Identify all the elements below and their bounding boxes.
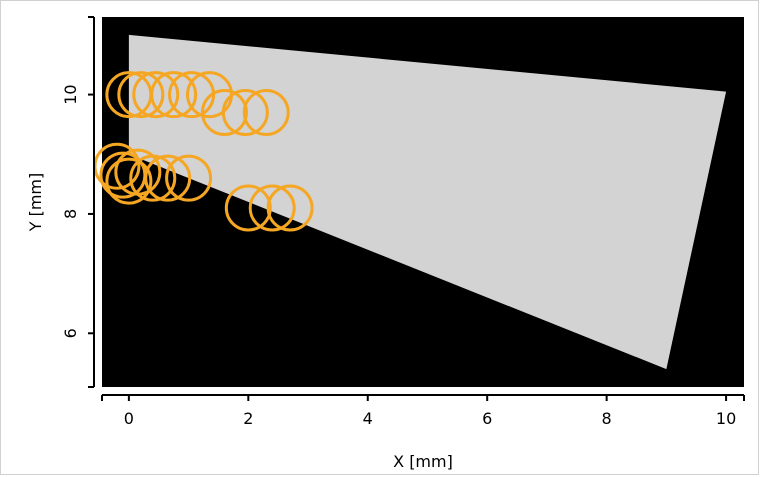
x-tick-label: 10 — [716, 409, 736, 428]
y-axis-label: Y [mm] — [26, 173, 45, 233]
y-tick-label: 8 — [61, 209, 80, 219]
x-tick-label: 6 — [482, 409, 492, 428]
x-tick-label: 0 — [124, 409, 134, 428]
x-axis-label: X [mm] — [393, 452, 453, 471]
x-tick-label: 4 — [363, 409, 373, 428]
y-tick-label: 6 — [61, 328, 80, 338]
x-tick-label: 8 — [602, 409, 612, 428]
y-tick-label: 10 — [61, 84, 80, 104]
x-tick-label: 2 — [243, 409, 253, 428]
